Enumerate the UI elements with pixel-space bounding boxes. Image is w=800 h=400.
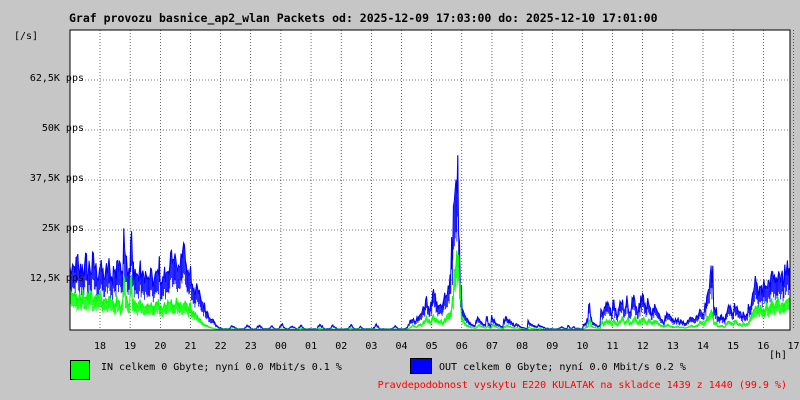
x-tick-label: 03 — [365, 341, 378, 352]
series-area-out — [69, 155, 790, 329]
legend-in-swatch — [70, 360, 90, 380]
chart-title: Graf provozu basnice_ap2_wlan Packets od… — [69, 11, 658, 25]
x-tick-label: 02 — [335, 341, 348, 352]
x-tick-label: 21 — [184, 341, 197, 352]
y-axis-unit: [/s] — [14, 31, 39, 42]
x-axis-unit: [h] — [769, 350, 788, 361]
series-marks — [69, 29, 791, 331]
x-tick-label: 00 — [274, 341, 287, 352]
x-tick-label: 14 — [697, 341, 710, 352]
x-tick-label: 09 — [546, 341, 559, 352]
x-tick-label: 11 — [606, 341, 619, 352]
x-tick-label: 19 — [124, 341, 137, 352]
x-tick-label: 18 — [94, 341, 107, 352]
x-tick-label: 07 — [485, 341, 498, 352]
series-area-in — [69, 250, 790, 329]
x-tick-label: 13 — [666, 341, 679, 352]
x-tick-label: 05 — [425, 341, 438, 352]
y-tick-label: 25K pps — [41, 223, 84, 234]
x-tick-label: 23 — [244, 341, 257, 352]
x-tick-label: 04 — [395, 341, 408, 352]
y-tick-label: 12,5K pps — [29, 273, 84, 284]
x-tick-label: 17 — [787, 341, 800, 352]
x-tick-label: 20 — [154, 341, 167, 352]
footer-probability: Pravdepodobnost vyskytu E220 KULATAK na … — [377, 380, 787, 391]
x-tick-label: 15 — [727, 341, 740, 352]
legend-in-label: IN celkem 0 Gbyte; nyní 0.0 Mbit/s 0.1 % — [101, 362, 342, 373]
series-line-out — [69, 155, 790, 330]
x-tick-label: 10 — [576, 341, 589, 352]
y-tick-label: 37,5K pps — [29, 173, 84, 184]
series-line-in — [69, 250, 790, 330]
legend-out-swatch — [410, 358, 432, 374]
x-tick-label: 06 — [455, 341, 468, 352]
x-tick-label: 22 — [214, 341, 227, 352]
x-tick-label: 12 — [636, 341, 649, 352]
y-tick-label: 62,5K pps — [29, 73, 84, 84]
x-tick-label: 01 — [305, 341, 318, 352]
plot-frame — [69, 29, 791, 331]
x-tick-label: 08 — [516, 341, 529, 352]
y-tick-label: 50K pps — [41, 123, 84, 134]
legend-out-label: OUT celkem 0 Gbyte; nyní 0.0 Mbit/s 0.2 … — [439, 362, 686, 373]
x-tick-label: 16 — [757, 341, 770, 352]
